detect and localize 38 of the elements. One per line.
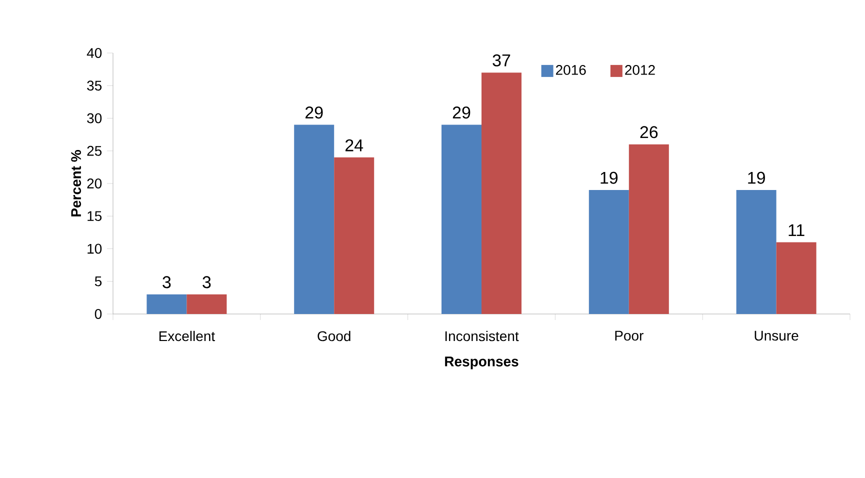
y-axis-title: Percent %: [71, 150, 82, 216]
legend-label: 2012: [625, 65, 655, 75]
y-tick-label: 25: [87, 146, 102, 156]
y-tick-label: 35: [87, 80, 102, 91]
y-tick-label: 20: [87, 178, 102, 188]
bar: [482, 72, 522, 314]
bar: [146, 294, 187, 314]
data-label: 29: [452, 106, 470, 119]
y-tick-label: 30: [87, 113, 102, 124]
data-label: 11: [788, 224, 804, 236]
x-tick-label: Unsure: [754, 330, 798, 341]
x-axis-title: Responses: [445, 356, 518, 370]
x-tick-label: Inconsistent: [445, 330, 519, 342]
data-label: 3: [202, 276, 211, 288]
bar: [588, 190, 629, 314]
data-label: 19: [748, 172, 765, 184]
bar: [334, 157, 374, 314]
bar: [294, 124, 334, 314]
data-label: 3: [162, 276, 171, 288]
bar: [736, 190, 776, 314]
bar: [442, 124, 482, 314]
data-label: 37: [492, 54, 510, 66]
bar: [776, 242, 816, 314]
y-tick-label: 40: [86, 48, 102, 58]
y-tick-label: 15: [88, 211, 102, 222]
data-label: 26: [640, 126, 658, 138]
x-tick-label: Good: [318, 330, 350, 342]
data-label: 29: [306, 106, 323, 119]
y-tick-label: 10: [88, 244, 102, 254]
data-label: 24: [346, 139, 364, 152]
bar: [628, 144, 669, 314]
y-tick-label: 0: [94, 309, 102, 319]
x-tick-label: Excellent: [159, 330, 215, 342]
y-tick-label: 5: [94, 276, 102, 286]
legend-label: 2016: [556, 65, 586, 75]
bar: [186, 294, 227, 314]
x-tick-label: Poor: [615, 330, 644, 341]
data-label: 19: [600, 172, 618, 184]
